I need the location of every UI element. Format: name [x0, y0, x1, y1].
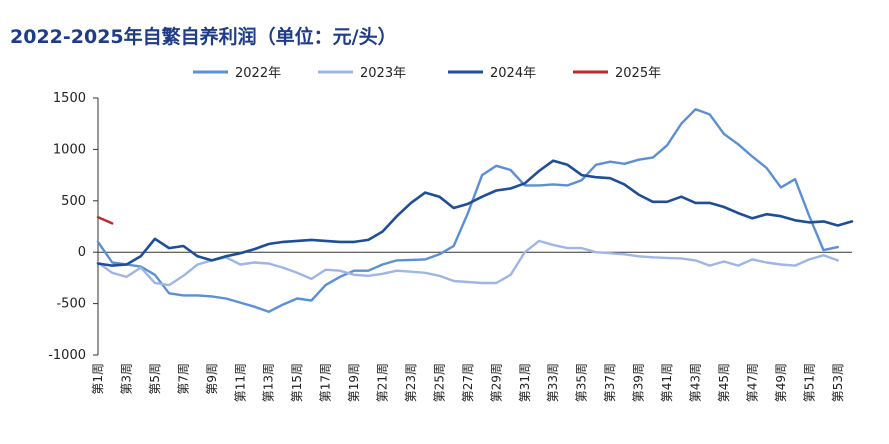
x-tick-label: 第1周	[91, 363, 105, 395]
series-layer	[96, 108, 854, 313]
x-tick-label: 第35周	[575, 363, 589, 402]
x-tick-label: 第51周	[802, 363, 816, 402]
x-tick-label: 第53周	[831, 363, 845, 402]
series-line-1	[96, 108, 839, 313]
x-tick-label: 第33周	[546, 363, 560, 402]
x-tick-label: 第17周	[319, 363, 333, 402]
x-tick-label: 第13周	[262, 363, 276, 402]
y-axis: -1000 -500 0 500 1000 1500	[48, 91, 99, 363]
x-tick-label: 第9周	[205, 363, 219, 395]
x-tick-label: 第29周	[489, 363, 503, 402]
legend-label: 2023年	[360, 66, 406, 81]
x-tick-label: 第5周	[148, 363, 162, 395]
x-tick-label: 第43周	[689, 363, 703, 402]
x-tick-label: 第23周	[404, 363, 418, 402]
legend-label: 2025年	[615, 66, 661, 81]
x-tick-label: 第7周	[176, 363, 190, 395]
x-tick-label: 第19周	[347, 363, 361, 402]
x-tick-label: 第41周	[660, 363, 674, 402]
chart-title: 2022-2025年自繁自养利润（单位：元/头）	[10, 26, 397, 48]
legend-label: 2024年	[490, 66, 536, 81]
x-tick-label: 第31周	[518, 363, 532, 402]
x-tick-label: 第37周	[603, 363, 617, 402]
x-tick-label: 第45周	[717, 363, 731, 402]
x-tick-label: 第39周	[632, 363, 646, 402]
x-tick-label: 第49周	[774, 363, 788, 402]
series-line-3	[96, 159, 854, 267]
x-tick-label: 第3周	[119, 363, 133, 395]
x-tick-label: 第47周	[745, 363, 759, 402]
y-tick-label: 1000	[53, 142, 86, 157]
legend: 2022年 2023年 2024年 2025年	[193, 66, 661, 81]
series-line-4	[96, 215, 114, 225]
y-tick-label: 0	[78, 245, 86, 260]
x-tick-label: 第15周	[290, 363, 304, 402]
x-axis: 第1周 第3周 第5周 第7周 第9周 第11周 第13周 第15周 第17周 第19周 第21周第…	[91, 251, 852, 402]
y-tick-label: 500	[61, 194, 86, 209]
x-tick-label: 第25周	[432, 363, 446, 402]
y-tick-label: -1000	[48, 348, 86, 363]
x-tick-label: 第27周	[461, 363, 475, 402]
legend-label: 2022年	[235, 66, 281, 81]
y-tick-label: -500	[56, 297, 86, 312]
x-tick-label: 第11周	[233, 363, 247, 402]
x-tick-label: 第21周	[376, 363, 390, 402]
y-tick-label: 1500	[53, 91, 86, 106]
series-line-2	[96, 239, 839, 287]
